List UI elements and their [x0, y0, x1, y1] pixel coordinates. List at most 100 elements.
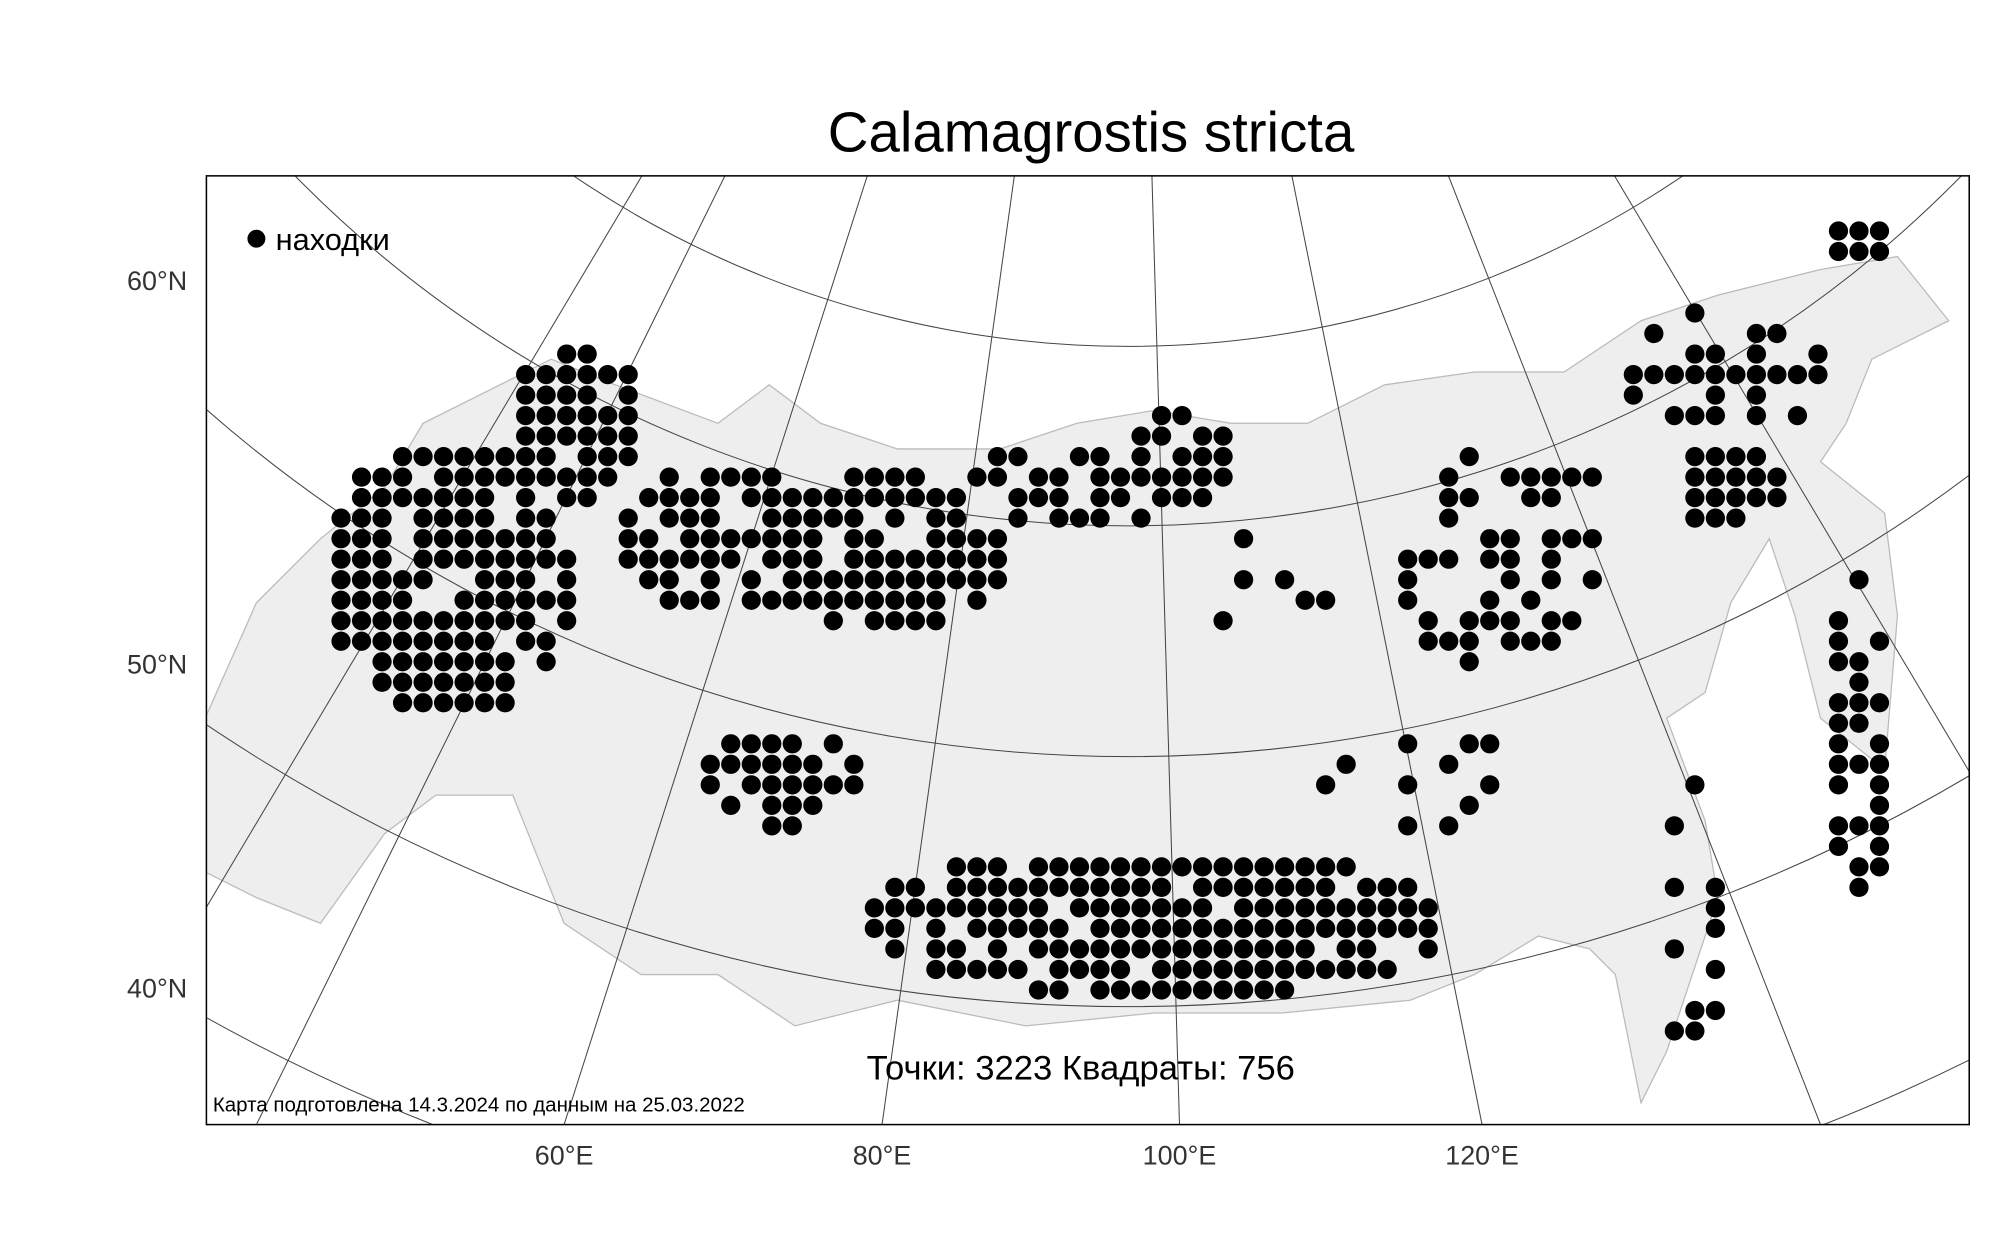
occurrence-dot: [680, 529, 700, 549]
occurrence-dot: [1541, 529, 1561, 549]
occurrence-dot: [1398, 918, 1418, 939]
occurrence-dot: [1459, 734, 1479, 754]
occurrence-dot: [946, 939, 967, 959]
occurrence-dot: [1582, 529, 1602, 549]
occurrence-dot: [823, 611, 843, 631]
occurrence-dot: [1213, 980, 1233, 1000]
occurrence-dot: [475, 652, 495, 672]
occurrence-dot: [1090, 488, 1110, 508]
occurrence-dot: [1849, 857, 1869, 877]
occurrence-dot: [1869, 221, 1890, 241]
occurrence-dot: [577, 488, 597, 508]
occurrence-dot: [1377, 918, 1397, 939]
occurrence-dot: [1069, 959, 1090, 980]
occurrence-dot: [967, 918, 987, 939]
occurrence-dot: [1028, 898, 1049, 918]
occurrence-dot: [1746, 364, 1767, 385]
occurrence-dot: [1767, 323, 1787, 344]
occurrence-dot: [1726, 508, 1746, 528]
occurrence-dot: [433, 447, 454, 467]
occurrence-dot: [598, 467, 618, 487]
occurrence-dot: [516, 467, 536, 487]
occurrence-dot: [844, 754, 864, 774]
occurrence-dot: [1459, 488, 1479, 508]
occurrence-dot: [1500, 529, 1520, 549]
occurrence-dot: [1685, 303, 1705, 323]
occurrence-dot: [680, 549, 700, 569]
occurrence-dot: [475, 611, 495, 631]
occurrence-dot: [885, 939, 905, 959]
occurrence-dot: [1439, 816, 1459, 836]
occurrence-dot: [721, 734, 741, 754]
occurrence-dot: [1705, 405, 1725, 426]
occurrence-dot: [1705, 447, 1725, 467]
occurrence-dot: [413, 529, 433, 549]
occurrence-dot: [1049, 959, 1069, 980]
occurrence-dot: [1726, 467, 1746, 487]
occurrence-dot: [454, 447, 474, 467]
occurrence-dot: [1008, 959, 1028, 980]
occurrence-dot: [823, 775, 843, 795]
occurrence-dot: [1828, 816, 1849, 836]
occurrence-dot: [495, 549, 515, 569]
occurrence-dot: [803, 795, 823, 815]
occurrence-dot: [1828, 631, 1849, 651]
occurrence-dot: [1028, 877, 1049, 898]
occurrence-dot: [905, 611, 925, 631]
occurrence-dot: [454, 631, 474, 651]
occurrence-dot: [1049, 857, 1069, 877]
occurrence-dot: [1213, 918, 1233, 939]
occurrence-dot: [392, 570, 413, 590]
occurrence-dot: [577, 405, 597, 426]
occurrence-dot: [1233, 877, 1254, 898]
occurrence-dot: [1028, 939, 1049, 959]
occurrence-dot: [1787, 364, 1808, 385]
occurrence-dot: [1049, 918, 1069, 939]
occurrence-dot: [516, 529, 536, 549]
occurrence-dot: [864, 611, 884, 631]
occurrence-dot: [782, 816, 802, 836]
occurrence-dot: [864, 918, 884, 939]
occurrence-dot: [1746, 385, 1767, 405]
occurrence-dot: [782, 508, 802, 528]
occurrence-dot: [1705, 918, 1725, 939]
occurrence-dot: [639, 529, 659, 549]
occurrence-dot: [1685, 775, 1705, 795]
occurrence-dot: [454, 693, 474, 713]
occurrence-dot: [1151, 959, 1172, 980]
occurrence-dot: [475, 529, 495, 549]
occurrence-dot: [536, 405, 556, 426]
occurrence-dot: [1275, 857, 1295, 877]
occurrence-dot: [967, 898, 987, 918]
occurrence-dot: [1316, 918, 1336, 939]
occurrence-dot: [1028, 980, 1049, 1000]
occurrence-dot: [1685, 1000, 1705, 1021]
occurrence-dot: [618, 508, 638, 528]
occurrence-dot: [782, 754, 802, 774]
occurrence-dot: [1377, 898, 1397, 918]
occurrence-dot: [1828, 611, 1849, 631]
occurrence-dot: [1459, 611, 1479, 631]
occurrence-dot: [1418, 918, 1438, 939]
occurrence-dot: [1028, 918, 1049, 939]
occurrence-dot: [536, 590, 556, 610]
occurrence-dot: [1254, 980, 1274, 1000]
occurrence-dot: [413, 693, 433, 713]
occurrence-dot: [1541, 570, 1561, 590]
occurrence-dot: [1192, 877, 1213, 898]
occurrence-dot: [1192, 959, 1213, 980]
occurrence-dot: [762, 816, 782, 836]
occurrence-dot: [864, 529, 884, 549]
occurrence-dot: [1562, 611, 1582, 631]
occurrence-dot: [372, 611, 392, 631]
occurrence-dot: [372, 631, 392, 651]
occurrence-dot: [1049, 980, 1069, 1000]
occurrence-dot: [1172, 857, 1192, 877]
occurrence-dot: [1233, 939, 1254, 959]
occurrence-dot: [475, 672, 495, 692]
legend-dot-icon: [247, 229, 266, 248]
occurrence-dot: [475, 447, 495, 467]
occurrence-dot: [1726, 364, 1746, 385]
occurrence-dot: [1192, 857, 1213, 877]
occurrence-dot: [1685, 508, 1705, 528]
